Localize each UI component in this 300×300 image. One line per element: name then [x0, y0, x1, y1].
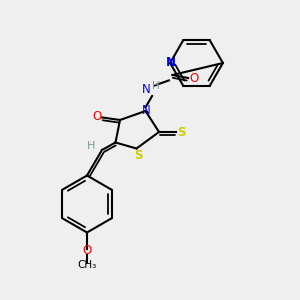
Text: O: O — [82, 244, 91, 257]
Text: S: S — [134, 148, 142, 162]
Text: O: O — [190, 71, 199, 85]
Text: N: N — [166, 56, 176, 69]
Text: N: N — [142, 104, 151, 117]
Text: H: H — [152, 81, 160, 91]
Text: CH₃: CH₃ — [77, 260, 97, 271]
Text: S: S — [177, 125, 186, 139]
Text: H: H — [87, 141, 96, 152]
Text: N: N — [142, 82, 151, 96]
Text: O: O — [92, 110, 101, 123]
